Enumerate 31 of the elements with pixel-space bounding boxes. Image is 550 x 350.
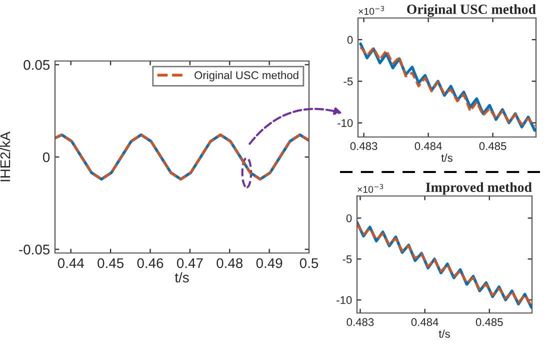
y-tick-label: -5 [342,255,352,264]
x-tick-label: 0.485 [479,142,506,150]
x-tick-label: 0.46 [137,258,164,268]
x-tick-label: 0.484 [411,318,438,326]
x-axis-title: t/s [174,272,189,282]
y-tick-label: -5 [344,78,353,86]
y-tick-label: -0.05 [19,244,50,254]
chart-title: Original USC method [407,4,536,17]
text: ×10$^{−3}$ [358,6,384,15]
x-tick-label: 0.484 [414,142,442,150]
text: ×10$^{−3}$ [358,184,384,193]
x-axis-title: t/s [438,330,450,338]
y-tick-label: 0 [347,36,353,44]
x-axis-title: t/s [441,154,452,162]
y-tick-label: -10 [336,296,352,304]
y-tick-label: -10 [338,119,353,127]
x-tick-label: 0.45 [98,258,124,268]
x-tick-label: 0.5 [300,258,318,268]
x-tick-label: 0.483 [350,142,378,150]
x-tick-label: 0.49 [256,258,282,268]
x-tick-label: 0.483 [346,318,374,326]
y-tick-label: 0 [42,152,50,162]
x-tick-label: 0.44 [58,258,84,268]
y-axis-title: IHE2/kA [0,132,10,182]
x-tick-label: 0.47 [176,258,203,268]
legend-label: Original USC method [194,71,298,82]
x-tick-label: 0.48 [216,258,243,268]
y-tick-label: 0 [346,214,352,222]
x-tick-label: 0.485 [476,318,503,326]
y-tick-label: 0.05 [24,60,50,70]
chart-title: Improved method [426,182,532,195]
